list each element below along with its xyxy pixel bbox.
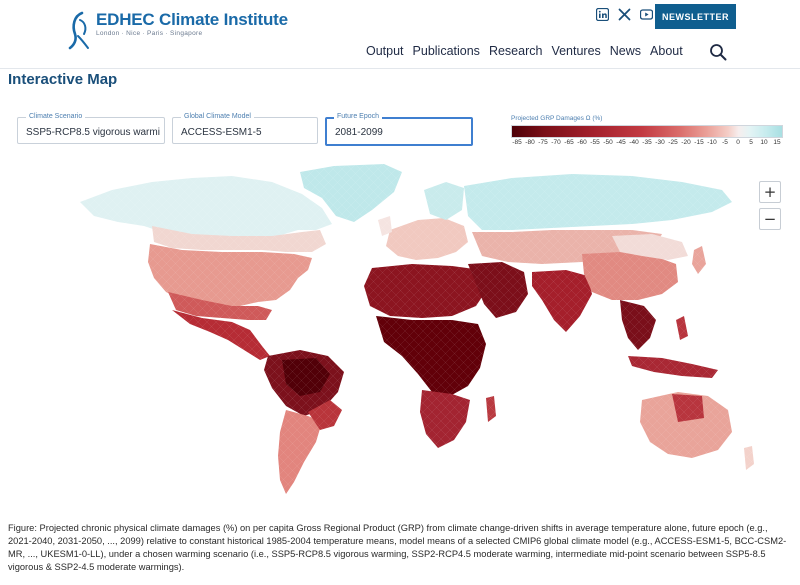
future-epoch-label: Future Epoch [334,113,383,120]
legend-tick: -35 [642,139,652,146]
legend-tick: -5 [722,139,728,146]
legend-tick: -60 [577,139,587,146]
legend-tick: -75 [538,139,548,146]
legend-ticks: -85 -80 -75 -70 -65 -60 -55 -50 -45 -40 -35 -30 -25-… [511,139,783,149]
site-header: EDHEC Climate Institute London · Nice · … [0,0,800,68]
legend-color-bar [511,125,783,138]
world-map[interactable] [72,160,762,500]
nav-item-about[interactable]: About [650,44,683,58]
nav-item-news[interactable]: News [609,44,642,58]
legend-tick: 15 [773,139,781,146]
global-climate-model-label: Global Climate Model [181,113,254,120]
logo-title: EDHEC Climate Institute [96,10,288,29]
newsletter-button[interactable]: NEWSLETTER [655,4,736,29]
legend-title: Projected GRP Damages Ω (%) [511,115,603,122]
legend-tick: -15 [694,139,704,146]
header-divider [0,68,800,69]
logo-mark-icon [68,11,89,50]
zoom-in-button[interactable]: + [759,181,781,203]
zoom-out-button[interactable]: − [759,208,781,230]
legend-tick: -10 [707,139,717,146]
legend-tick: -25 [668,139,678,146]
page-title: Interactive Map [8,71,118,88]
future-epoch-value[interactable]: 2081-2099 [325,117,473,146]
legend-tick: 0 [736,139,740,146]
legend-tick: -40 [629,139,639,146]
legend-tick: -85 [512,139,522,146]
global-climate-model-value[interactable]: ACCESS-ESM1-5 [172,117,318,144]
nav-item-publications[interactable]: Publications [412,44,480,58]
main-nav: Output Publications Research Ventures Ne… [366,44,692,58]
legend-tick: -80 [525,139,535,146]
map-border-texture [72,160,762,500]
legend-tick: 5 [749,139,753,146]
nav-item-ventures[interactable]: Ventures [551,44,601,58]
climate-scenario-label: Climate Scenario [26,113,86,120]
legend-tick: -70 [551,139,561,146]
figure-caption: Figure: Projected chronic physical clima… [8,523,787,572]
legend-tick: -45 [616,139,626,146]
logo-subtitle: London · Nice · Paris · Singapore [96,30,203,37]
linkedin-icon[interactable] [595,7,610,22]
climate-scenario-value[interactable]: SSP5-RCP8.5 vigorous warmi [17,117,165,144]
edhec-logo[interactable]: EDHEC Climate Institute London · Nice · … [66,10,288,50]
search-icon[interactable] [709,43,727,61]
legend-tick: -50 [603,139,613,146]
nav-item-research[interactable]: Research [488,44,543,58]
legend-tick: 10 [760,139,768,146]
youtube-icon[interactable] [639,8,654,21]
legend-tick: -65 [564,139,574,146]
x-icon[interactable] [618,8,631,21]
nav-item-output[interactable]: Output [366,44,404,58]
damages-legend: Projected GRP Damages Ω (%) -85 -80 -75 -70… [511,115,783,149]
legend-tick: -20 [681,139,691,146]
social-links [595,7,654,22]
legend-tick: -55 [590,139,600,146]
legend-tick: -30 [655,139,665,146]
